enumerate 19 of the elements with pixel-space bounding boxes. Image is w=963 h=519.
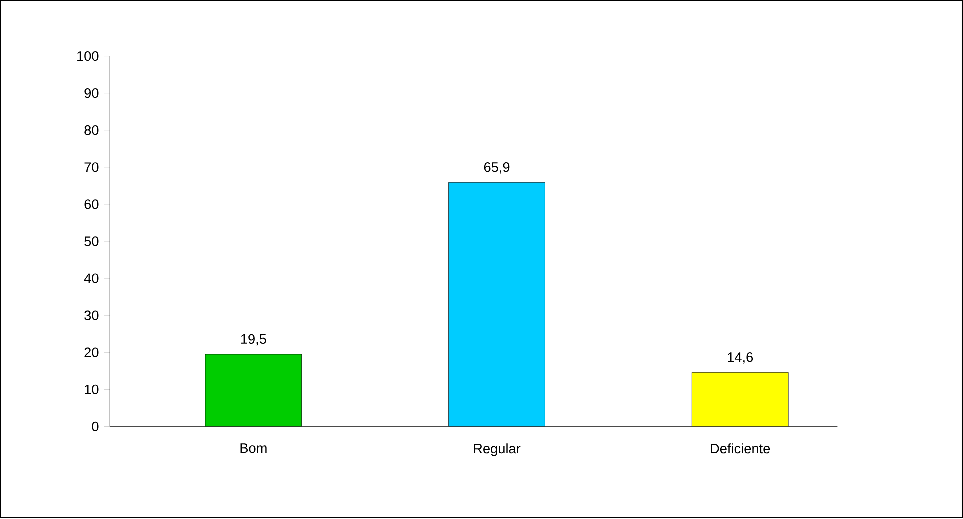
x-tick-label: Deficiente bbox=[711, 444, 770, 454]
y-tick-label: 0 bbox=[92, 422, 99, 432]
y-tick-label: 10 bbox=[85, 385, 99, 395]
y-tick-label: 30 bbox=[84, 310, 99, 321]
y-tick-label: 50 bbox=[84, 236, 99, 247]
data-label: 19,5 bbox=[241, 334, 266, 346]
y-tick-label: 80 bbox=[84, 126, 99, 136]
bar bbox=[205, 354, 302, 427]
x-tick-label: Bom bbox=[240, 444, 267, 454]
bar bbox=[448, 182, 546, 427]
y-tick-label: 40 bbox=[84, 274, 99, 284]
data-label: 65,9 bbox=[484, 162, 510, 174]
data-label: 14,6 bbox=[728, 352, 754, 364]
y-tick-label: 60 bbox=[84, 200, 99, 210]
x-tick-label: Regular bbox=[474, 444, 521, 457]
y-tick-label: 100 bbox=[78, 52, 99, 62]
y-tick-label: 90 bbox=[84, 88, 99, 98]
y-tick-label: 20 bbox=[84, 348, 99, 358]
y-tick-label: 70 bbox=[84, 162, 99, 172]
